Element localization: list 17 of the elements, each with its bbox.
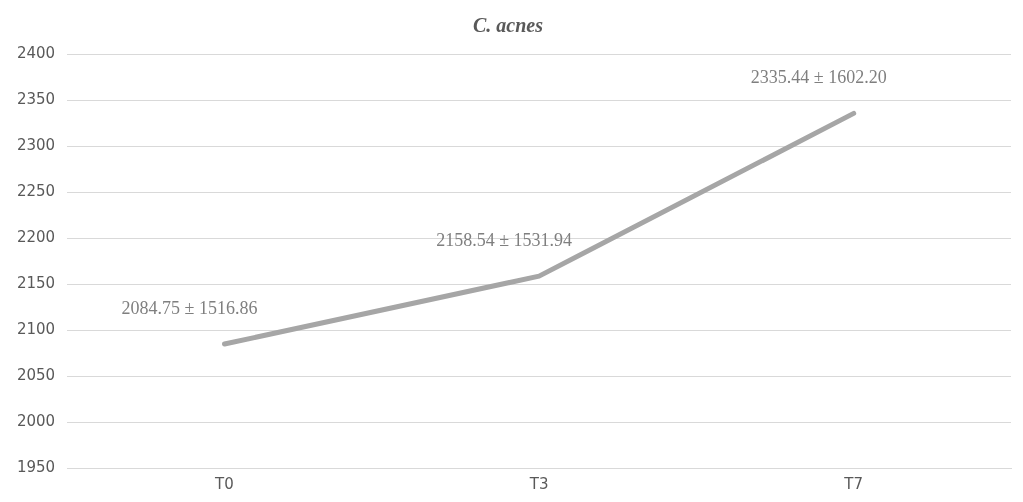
y-tick-label: 1950 — [16, 457, 56, 476]
y-tick-label: 2400 — [16, 43, 56, 62]
data-label: 2158.54 ± 1531.94 — [436, 229, 573, 250]
y-tick-label: 2000 — [16, 411, 56, 430]
x-tick-label: T7 — [843, 474, 864, 493]
data-label: 2084.75 ± 1516.86 — [121, 297, 258, 318]
y-tick-label: 2250 — [16, 181, 56, 200]
y-tick-label: 2350 — [16, 89, 56, 108]
y-tick-label: 2050 — [16, 365, 56, 384]
y-tick-label: 2150 — [16, 273, 56, 292]
y-tick-label: 2200 — [16, 227, 56, 246]
data-label: 2335.44 ± 1602.20 — [750, 67, 887, 88]
x-tick-label: T3 — [528, 474, 549, 493]
chart-title: C. acnes — [473, 14, 544, 37]
y-tick-label: 2300 — [16, 135, 56, 154]
y-tick-label: 2100 — [16, 319, 56, 338]
x-tick-label: T0 — [214, 474, 234, 493]
